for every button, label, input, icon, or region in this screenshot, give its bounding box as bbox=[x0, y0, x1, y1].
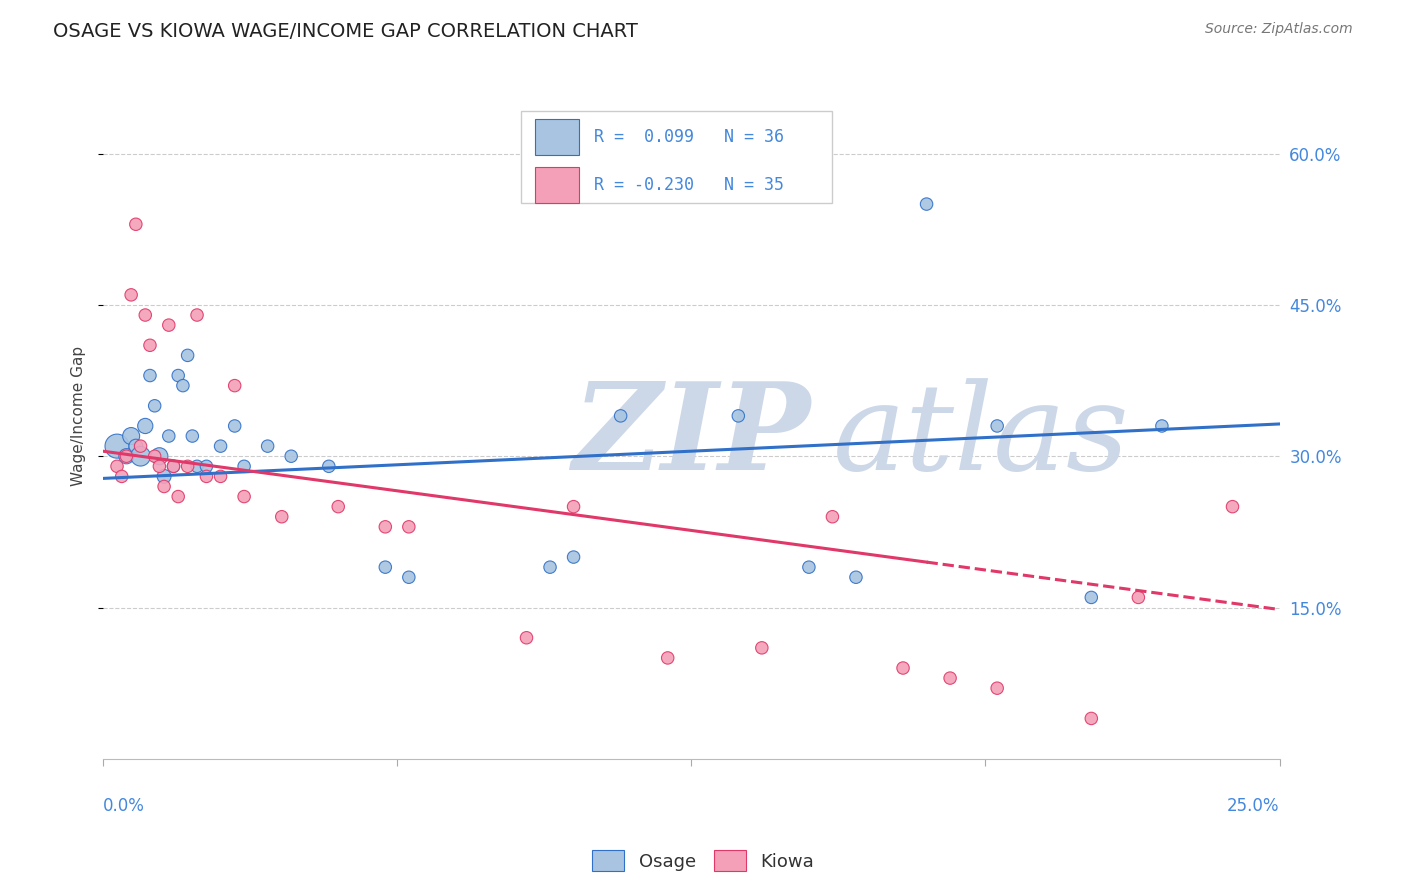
Point bbox=[157, 429, 180, 443]
Point bbox=[280, 449, 302, 463]
Point bbox=[148, 449, 170, 463]
Point bbox=[986, 419, 1008, 434]
Point bbox=[157, 318, 180, 332]
Point bbox=[374, 560, 396, 574]
Point bbox=[727, 409, 749, 423]
Text: ZIP: ZIP bbox=[572, 377, 810, 496]
Point bbox=[115, 449, 138, 463]
Point bbox=[143, 449, 166, 463]
Point bbox=[195, 469, 218, 483]
Point bbox=[134, 308, 156, 322]
Point bbox=[538, 560, 561, 574]
Point bbox=[105, 439, 128, 453]
Y-axis label: Wage/Income Gap: Wage/Income Gap bbox=[72, 346, 86, 486]
Text: atlas: atlas bbox=[832, 377, 1129, 495]
Point bbox=[657, 651, 679, 665]
Point bbox=[120, 288, 142, 302]
Point bbox=[181, 429, 204, 443]
Point bbox=[797, 560, 820, 574]
Point bbox=[120, 429, 142, 443]
FancyBboxPatch shape bbox=[534, 119, 579, 154]
Point bbox=[1128, 591, 1150, 605]
Point bbox=[134, 419, 156, 434]
Point bbox=[162, 459, 184, 474]
Point bbox=[186, 308, 208, 322]
Point bbox=[1080, 591, 1102, 605]
Point bbox=[256, 439, 278, 453]
Point bbox=[233, 490, 256, 504]
Point bbox=[915, 197, 938, 211]
Point bbox=[129, 449, 152, 463]
Text: 25.0%: 25.0% bbox=[1227, 797, 1279, 814]
Point bbox=[986, 681, 1008, 696]
Point bbox=[562, 550, 585, 565]
Point bbox=[143, 399, 166, 413]
Point bbox=[176, 348, 198, 362]
Point bbox=[318, 459, 340, 474]
Point bbox=[153, 469, 176, 483]
Point bbox=[328, 500, 350, 514]
Point bbox=[176, 459, 198, 474]
Point bbox=[562, 500, 585, 514]
Point bbox=[1222, 500, 1244, 514]
Point bbox=[821, 509, 844, 524]
Point bbox=[224, 378, 246, 392]
Point bbox=[129, 439, 152, 453]
Point bbox=[139, 368, 162, 383]
Point bbox=[751, 640, 773, 655]
FancyBboxPatch shape bbox=[534, 167, 579, 202]
Point bbox=[374, 520, 396, 534]
Point bbox=[125, 217, 148, 231]
Point bbox=[172, 378, 194, 392]
Point bbox=[139, 338, 162, 352]
Point bbox=[270, 509, 292, 524]
Point bbox=[162, 459, 184, 474]
FancyBboxPatch shape bbox=[520, 111, 832, 203]
Point bbox=[609, 409, 631, 423]
Point bbox=[398, 520, 420, 534]
Point bbox=[111, 469, 134, 483]
Point bbox=[148, 459, 170, 474]
Text: R =  0.099   N = 36: R = 0.099 N = 36 bbox=[593, 128, 783, 145]
Point bbox=[845, 570, 868, 584]
Point bbox=[167, 490, 190, 504]
Point bbox=[115, 449, 138, 463]
Point bbox=[105, 459, 128, 474]
Text: Source: ZipAtlas.com: Source: ZipAtlas.com bbox=[1205, 22, 1353, 37]
Point bbox=[515, 631, 537, 645]
Point bbox=[209, 439, 232, 453]
Point bbox=[224, 419, 246, 434]
Point bbox=[186, 459, 208, 474]
Point bbox=[209, 469, 232, 483]
Point bbox=[153, 479, 176, 493]
Point bbox=[891, 661, 914, 675]
Point bbox=[398, 570, 420, 584]
Text: R = -0.230   N = 35: R = -0.230 N = 35 bbox=[593, 176, 783, 194]
Point bbox=[195, 459, 218, 474]
Point bbox=[1150, 419, 1173, 434]
Point bbox=[233, 459, 256, 474]
Text: OSAGE VS KIOWA WAGE/INCOME GAP CORRELATION CHART: OSAGE VS KIOWA WAGE/INCOME GAP CORRELATI… bbox=[53, 22, 638, 41]
Point bbox=[939, 671, 962, 685]
Legend: Osage, Kiowa: Osage, Kiowa bbox=[585, 843, 821, 879]
Point bbox=[125, 439, 148, 453]
Text: 0.0%: 0.0% bbox=[103, 797, 145, 814]
Point bbox=[1080, 711, 1102, 725]
Point bbox=[167, 368, 190, 383]
